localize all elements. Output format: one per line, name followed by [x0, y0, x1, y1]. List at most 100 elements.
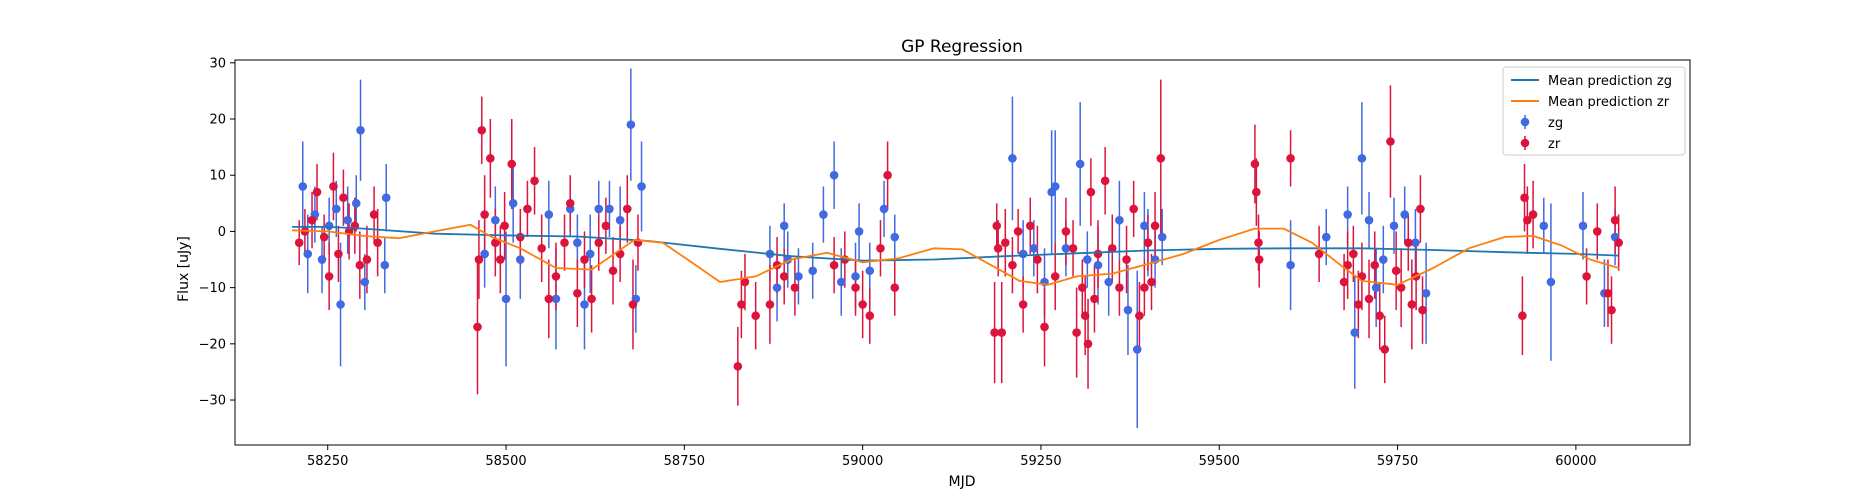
- data-point: [1132, 345, 1142, 354]
- legend-marker-swatch: [1520, 138, 1530, 148]
- data-point: [1286, 260, 1295, 270]
- data-point: [1008, 154, 1017, 163]
- data-point: [740, 277, 750, 287]
- data-point: [298, 182, 308, 191]
- data-point: [317, 255, 327, 264]
- axes-frame: [234, 59, 1691, 446]
- data-point: [1546, 277, 1556, 287]
- x-tick-label: 59250: [1020, 454, 1061, 469]
- data-point: [480, 210, 489, 219]
- data-point: [473, 322, 482, 332]
- data-point: [324, 272, 334, 281]
- data-point: [594, 238, 604, 247]
- data-point: [1107, 243, 1117, 253]
- data-point: [1416, 204, 1425, 214]
- data-point: [772, 283, 782, 292]
- data-point: [858, 300, 867, 309]
- data-point: [1539, 221, 1549, 231]
- data-point: [331, 204, 341, 214]
- data-point: [876, 243, 885, 253]
- data-point: [1407, 300, 1417, 309]
- data-point: [1050, 272, 1060, 281]
- data-point: [765, 300, 775, 309]
- data-point: [560, 238, 569, 247]
- y-tick-label: 0: [218, 225, 226, 240]
- series-zr-markers: [294, 125, 1623, 371]
- data-point: [496, 255, 505, 264]
- data-point: [544, 210, 554, 219]
- data-point: [854, 227, 864, 236]
- legend-label: Mean prediction zr: [1548, 95, 1670, 110]
- x-tick-label: 59750: [1377, 454, 1418, 469]
- data-point: [1357, 154, 1367, 163]
- data-point: [1391, 266, 1401, 276]
- data-point: [890, 283, 900, 292]
- data-point: [507, 159, 517, 169]
- data-point: [1100, 176, 1110, 186]
- data-point: [851, 283, 860, 292]
- data-point: [1140, 283, 1149, 292]
- data-point: [1254, 255, 1264, 264]
- data-point: [1140, 221, 1149, 231]
- data-point: [1364, 215, 1374, 225]
- data-point: [491, 238, 500, 247]
- data-point: [890, 232, 900, 242]
- data-point: [1122, 255, 1131, 264]
- data-point: [637, 182, 646, 191]
- data-point: [1607, 305, 1616, 315]
- data-point: [312, 187, 322, 197]
- data-point: [544, 294, 554, 304]
- data-point: [608, 266, 618, 276]
- data-point: [360, 277, 370, 287]
- y-tick-label: 10: [209, 169, 226, 184]
- data-point: [1582, 272, 1591, 281]
- x-tick-label: 58250: [307, 454, 348, 469]
- data-point: [628, 300, 638, 309]
- plot-area: [292, 68, 1623, 429]
- data-point: [334, 249, 343, 259]
- data-point: [1040, 322, 1049, 332]
- data-point: [1250, 159, 1260, 169]
- legend-box: [1502, 66, 1686, 156]
- data-point: [508, 199, 518, 208]
- data-point: [779, 221, 789, 231]
- chart-title: GP Regression: [901, 37, 1023, 57]
- data-point: [336, 300, 345, 309]
- data-point: [324, 221, 334, 231]
- data-point: [819, 210, 828, 219]
- data-point: [500, 221, 509, 231]
- data-point: [1364, 294, 1374, 304]
- data-point: [1610, 215, 1620, 225]
- data-point: [836, 277, 846, 287]
- data-point: [480, 249, 489, 259]
- data-point: [622, 204, 632, 214]
- data-point: [551, 272, 561, 281]
- data-point: [1157, 232, 1167, 242]
- data-point: [380, 260, 390, 270]
- data-point: [1339, 277, 1349, 287]
- line-mean-prediction-zg: [292, 225, 1619, 262]
- y-axis-label: Flux [uJy]: [176, 236, 192, 302]
- data-point: [1115, 283, 1124, 292]
- x-tick-label: 60000: [1555, 454, 1596, 469]
- data-point: [1418, 305, 1427, 315]
- legend-label: zr: [1548, 137, 1561, 152]
- data-point: [329, 182, 338, 191]
- data-point: [1400, 210, 1410, 219]
- data-point: [1008, 260, 1017, 270]
- data-point: [1375, 311, 1385, 321]
- data-point: [879, 204, 889, 214]
- data-point: [585, 249, 595, 259]
- data-point: [551, 294, 561, 304]
- data-point: [1386, 137, 1395, 146]
- data-point: [990, 328, 999, 337]
- data-point: [573, 238, 582, 247]
- data-point: [790, 283, 800, 292]
- data-point: [1614, 238, 1623, 247]
- data-point: [1143, 238, 1153, 247]
- data-point: [1343, 210, 1352, 219]
- data-point: [601, 221, 611, 231]
- data-point: [501, 294, 511, 304]
- data-point: [1061, 243, 1071, 253]
- data-point: [808, 266, 818, 276]
